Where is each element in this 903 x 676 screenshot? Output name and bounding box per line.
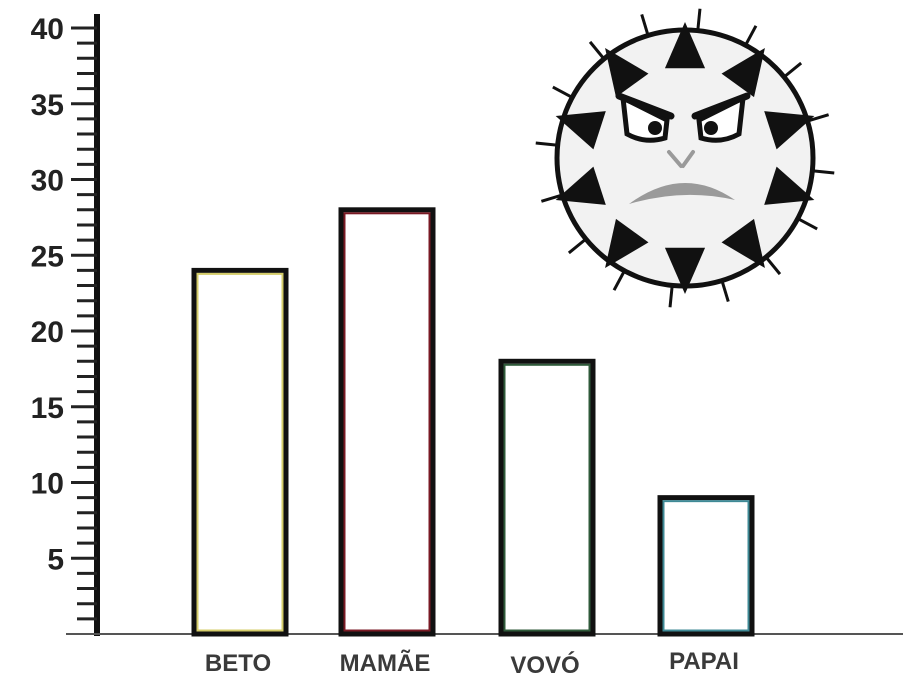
virus-body	[554, 27, 816, 289]
y-tick-label: 30	[31, 165, 64, 198]
y-tick-label: 5	[47, 543, 64, 576]
virus-mouth	[629, 182, 735, 204]
virus-spike-triangle	[664, 22, 706, 69]
x-category-labels: BETO MAMÃE VOVÓ PAPAI	[205, 648, 739, 676]
virus-spike-triangle	[555, 166, 606, 205]
virus-nose	[667, 150, 695, 168]
virus-right-pupil	[704, 121, 718, 135]
bar-inner-border	[662, 500, 750, 632]
virus-left-brow	[615, 92, 675, 120]
virus-right-brow	[691, 92, 751, 120]
virus-spike-triangles	[555, 22, 815, 294]
virus-spike-triangle	[721, 218, 765, 269]
virus-spike-triangle	[764, 166, 815, 205]
virus-spike-triangle	[555, 111, 606, 150]
y-tick-label: 25	[31, 240, 64, 273]
x-category-label: VOVÓ	[510, 651, 579, 676]
virus-spike-triangle	[605, 218, 649, 269]
bar-inner-border	[503, 363, 591, 632]
virus-spike-triangle	[721, 47, 765, 98]
bar	[338, 207, 436, 637]
y-tick-labels: 5 10 15 20 25 30 35 40	[31, 13, 64, 576]
y-tick-label: 15	[31, 392, 64, 425]
bar	[657, 495, 755, 637]
bar	[191, 267, 289, 637]
x-category-label: PAPAI	[669, 648, 739, 675]
y-tick-label: 40	[31, 13, 64, 46]
virus-spike-triangle	[764, 111, 815, 150]
y-tick-label: 20	[31, 316, 64, 349]
bars-group	[191, 207, 755, 637]
y-tick-label: 10	[31, 468, 64, 501]
angry-virus-icon	[535, 8, 835, 308]
bar	[498, 358, 596, 637]
virus-spike-triangle	[605, 47, 649, 98]
bar-inner-border	[196, 272, 284, 632]
x-category-label: MAMÃE	[340, 649, 431, 676]
bar-inner-border	[343, 212, 431, 632]
x-category-label: BETO	[205, 650, 271, 676]
virus-spike-triangle	[664, 247, 706, 294]
y-tick-label: 35	[31, 89, 64, 122]
virus-left-pupil	[648, 121, 662, 135]
